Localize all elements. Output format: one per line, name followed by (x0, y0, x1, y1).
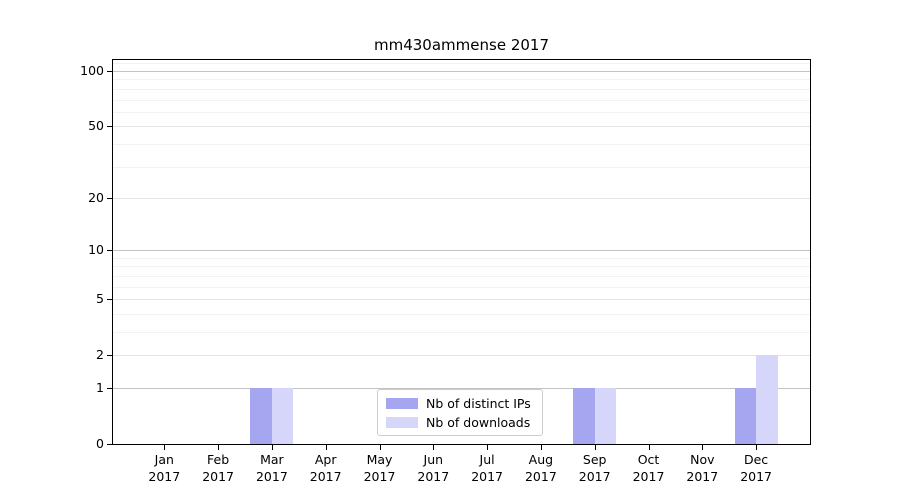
grid-line-minor (113, 79, 810, 81)
grid-line-minor (113, 332, 810, 333)
y-tick-mark (107, 355, 113, 357)
grid-line-minor (113, 275, 810, 277)
bar-distinct-ips (734, 388, 757, 444)
y-tick-mark (107, 197, 113, 199)
y-tick-label: 1 (96, 380, 104, 395)
legend-swatch-downloads-icon (386, 416, 418, 428)
grid-line-major (113, 197, 810, 199)
y-tick-label: 100 (80, 63, 104, 78)
grid-line-minor (113, 313, 810, 315)
x-tick-mark (325, 445, 327, 450)
x-tick-mark (218, 445, 220, 450)
y-tick-label: 10 (88, 242, 104, 258)
legend: Nb of distinct IPs Nb of downloads (377, 389, 543, 436)
grid-line-minor (113, 143, 810, 145)
grid-line-minor (113, 88, 810, 90)
y-tick-mark (107, 250, 113, 252)
grid-line-major (113, 71, 810, 72)
bar-downloads (594, 388, 617, 444)
y-tick-label: 0 (96, 436, 104, 451)
x-tick-label: Sep 2017 (578, 452, 611, 484)
y-tick-label: 2 (96, 347, 104, 363)
bar-distinct-ips (250, 388, 272, 444)
grid-line-major (113, 250, 810, 252)
x-tick-label: Jul 2017 (471, 452, 503, 484)
grid-line-major (113, 388, 810, 389)
x-tick-label: Jun 2017 (417, 452, 450, 484)
x-tick-label: Dec 2017 (740, 452, 772, 484)
grid-line-minor (113, 266, 810, 268)
grid-line-minor (113, 63, 810, 65)
grid-line-major (113, 126, 810, 128)
x-tick-label: May 2017 (363, 452, 396, 484)
y-tick-mark (107, 388, 113, 389)
grid-line-minor (113, 286, 810, 288)
grid-line-minor (113, 166, 810, 168)
legend-label-distinct-ips: Nb of distinct IPs (426, 395, 531, 411)
chart-title: mm430ammense 2017 (374, 36, 549, 54)
grid-line-major (113, 355, 810, 357)
bar-downloads (271, 388, 294, 444)
x-tick-label: Apr 2017 (309, 452, 342, 484)
grid-line-minor (113, 111, 810, 113)
y-tick-label: 20 (88, 189, 104, 205)
y-tick-mark (107, 444, 113, 445)
x-tick-mark (756, 445, 758, 450)
y-tick-mark (107, 126, 113, 128)
x-tick-label: Feb 2017 (202, 452, 234, 484)
x-tick-label: Jan 2017 (148, 452, 181, 484)
x-tick-mark (433, 445, 435, 450)
x-tick-mark (164, 445, 166, 450)
x-tick-mark (540, 445, 542, 450)
bar-downloads (756, 355, 778, 444)
y-tick-label: 5 (96, 291, 104, 307)
y-tick-mark (107, 71, 113, 72)
x-tick-mark (487, 445, 489, 450)
x-tick-mark (648, 445, 650, 450)
grid-line-major (113, 299, 810, 301)
x-tick-mark (379, 445, 381, 450)
x-tick-label: Mar 2017 (255, 452, 288, 484)
bar-distinct-ips (573, 388, 595, 444)
x-tick-mark (271, 445, 273, 450)
x-tick-label: Aug 2017 (524, 452, 557, 484)
x-tick-label: Nov 2017 (686, 452, 719, 484)
y-tick-label: 50 (88, 118, 104, 134)
legend-label-downloads: Nb of downloads (426, 414, 531, 430)
x-tick-mark (702, 445, 704, 450)
plot-area (112, 59, 811, 445)
legend-item-distinct-ips: Nb of distinct IPs (386, 395, 542, 411)
grid-line-minor (113, 99, 810, 101)
legend-item-downloads: Nb of downloads (386, 414, 542, 430)
legend-swatch-distinct-ips-icon (386, 397, 418, 409)
y-tick-mark (107, 299, 113, 301)
x-tick-label: Oct 2017 (632, 452, 665, 484)
grid-line-minor (113, 257, 810, 259)
x-tick-mark (594, 445, 596, 450)
